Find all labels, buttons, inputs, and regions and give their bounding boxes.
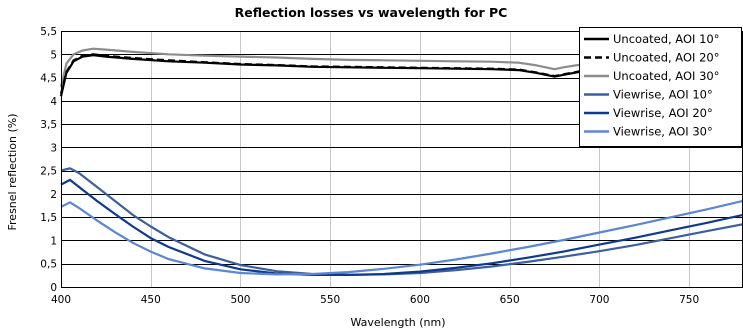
y-tick-label: 4 (50, 96, 57, 108)
legend-label-4: Viewrise, AOI 10° (613, 88, 713, 102)
chart-title: Reflection losses vs wavelength for PC (235, 5, 508, 20)
y-tick-label: 3,5 (40, 119, 57, 131)
y-axis-label: Fresnel reflection (%) (6, 114, 19, 231)
legend-label-1: Uncoated, AOI 10° (613, 32, 719, 46)
y-tick-label: 2,5 (40, 166, 57, 178)
y-tick-label: 3 (50, 142, 57, 154)
y-tick-label: 1,5 (40, 212, 57, 224)
series-line-6 (60, 199, 743, 276)
x-tick-label: 500 (230, 294, 250, 306)
y-tick-label: 5 (50, 49, 57, 61)
legend-label-5: Viewrise, AOI 20° (613, 106, 713, 120)
x-tick-label: 550 (320, 294, 340, 306)
series-line-5 (60, 178, 743, 276)
legend-box (579, 27, 742, 147)
x-tick-label: 700 (589, 294, 609, 306)
x-tick-label: 400 (51, 294, 71, 306)
legend-label-3: Uncoated, AOI 30° (613, 69, 719, 83)
x-tick-label: 600 (410, 294, 430, 306)
x-tick-label: 450 (141, 294, 161, 306)
tick-labels: 400 450 500 550 600 650 700 750 0 0,5 1 1,5 2 2,5 3 3,5… (40, 26, 699, 306)
x-tick-label: 650 (500, 294, 520, 306)
legend: Uncoated, AOI 10° Uncoated, AOI 20° Uncoat… (579, 27, 742, 147)
legend-label-6: Viewrise, AOI 30° (613, 125, 713, 139)
x-axis-label: Wavelength (nm) (350, 316, 445, 329)
y-tick-label: 5,5 (40, 26, 57, 38)
y-tick-label: 0 (50, 282, 57, 294)
y-tick-label: 4,5 (40, 73, 57, 85)
y-tick-label: 1 (50, 235, 57, 247)
x-tick-label: 750 (679, 294, 699, 306)
y-tick-label: 0,5 (40, 259, 57, 271)
legend-label-2: Uncoated, AOI 20° (613, 51, 719, 65)
y-tick-label: 2 (50, 189, 57, 201)
